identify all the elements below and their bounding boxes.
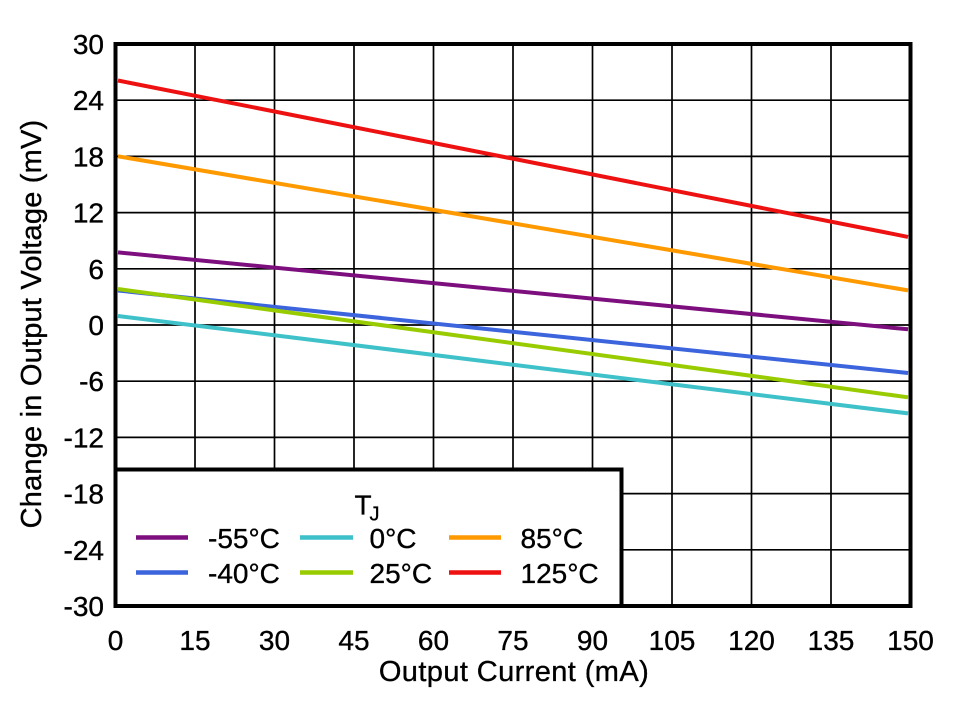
svg-text:25°C: 25°C bbox=[370, 558, 433, 589]
svg-text:0°C: 0°C bbox=[370, 523, 417, 554]
svg-text:24: 24 bbox=[73, 85, 104, 116]
svg-text:0: 0 bbox=[108, 625, 124, 656]
svg-text:-12: -12 bbox=[64, 422, 104, 453]
svg-text:90: 90 bbox=[577, 625, 608, 656]
svg-text:Output Current (mA): Output Current (mA) bbox=[379, 656, 649, 688]
svg-text:125°C: 125°C bbox=[521, 558, 599, 589]
svg-text:-55°C: -55°C bbox=[208, 523, 280, 554]
svg-text:6: 6 bbox=[88, 254, 104, 285]
svg-text:30: 30 bbox=[259, 625, 290, 656]
svg-text:18: 18 bbox=[73, 141, 104, 172]
svg-text:150: 150 bbox=[887, 625, 934, 656]
svg-text:75: 75 bbox=[497, 625, 528, 656]
svg-text:-18: -18 bbox=[64, 479, 104, 510]
svg-text:0: 0 bbox=[88, 310, 104, 341]
svg-text:J: J bbox=[370, 504, 380, 526]
svg-text:Change in Output Voltage (mV): Change in Output Voltage (mV) bbox=[16, 120, 48, 529]
svg-text:-30: -30 bbox=[64, 591, 104, 622]
svg-text:12: 12 bbox=[73, 198, 104, 229]
svg-text:135: 135 bbox=[808, 625, 855, 656]
svg-text:45: 45 bbox=[338, 625, 369, 656]
svg-text:120: 120 bbox=[728, 625, 775, 656]
svg-text:105: 105 bbox=[649, 625, 696, 656]
svg-text:-40°C: -40°C bbox=[208, 558, 280, 589]
svg-text:T: T bbox=[355, 490, 372, 521]
svg-text:15: 15 bbox=[179, 625, 210, 656]
svg-text:-6: -6 bbox=[79, 366, 104, 397]
svg-text:-24: -24 bbox=[64, 535, 104, 566]
svg-text:30: 30 bbox=[73, 29, 104, 60]
svg-text:85°C: 85°C bbox=[521, 523, 584, 554]
svg-text:60: 60 bbox=[418, 625, 449, 656]
